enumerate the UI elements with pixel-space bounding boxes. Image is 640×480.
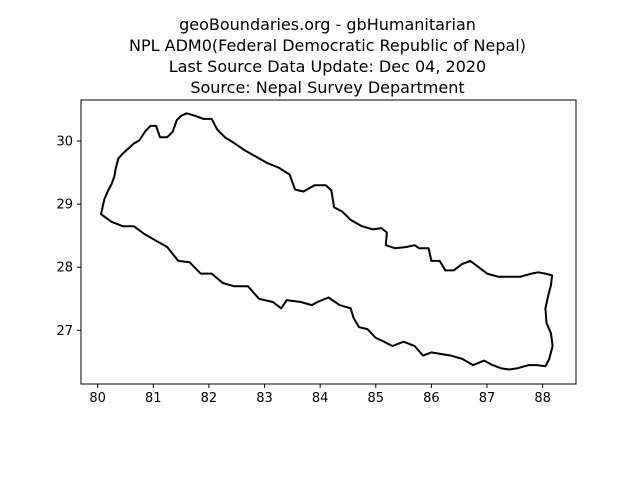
title-line-2: NPL ADM0(Federal Democratic Republic of … bbox=[129, 36, 526, 55]
x-tick-label: 83 bbox=[256, 391, 273, 406]
x-tick-label: 81 bbox=[145, 391, 162, 406]
x-axis: 80 81 82 83 84 85 86 87 88 bbox=[89, 384, 551, 406]
x-tick-label: 80 bbox=[89, 391, 106, 406]
axes-frame bbox=[80, 99, 577, 385]
x-tick-label: 85 bbox=[368, 391, 385, 406]
x-tick-label: 82 bbox=[201, 391, 218, 406]
y-tick-label: 29 bbox=[56, 198, 73, 213]
title-line-4: Source: Nepal Survey Department bbox=[190, 78, 464, 97]
y-tick-label: 30 bbox=[56, 135, 73, 150]
title-line-3: Last Source Data Update: Dec 04, 2020 bbox=[169, 57, 486, 76]
title-line-1: geoBoundaries.org - gbHumanitarian bbox=[179, 15, 476, 34]
x-tick-label: 88 bbox=[534, 391, 551, 406]
x-tick-label: 87 bbox=[479, 391, 496, 406]
nepal-boundary bbox=[100, 112, 554, 371]
x-tick-label: 84 bbox=[312, 391, 329, 406]
y-axis: 27 28 29 30 bbox=[56, 135, 81, 339]
x-tick-label: 86 bbox=[423, 391, 440, 406]
y-tick-label: 28 bbox=[56, 261, 73, 276]
y-tick-label: 27 bbox=[56, 324, 73, 339]
